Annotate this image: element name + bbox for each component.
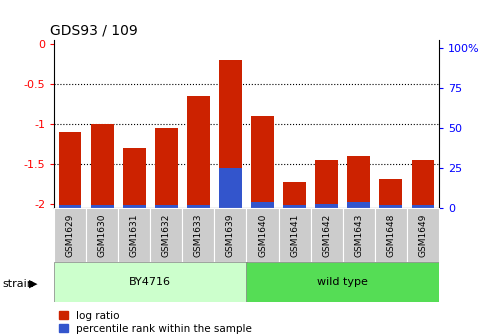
Bar bbox=[407, 208, 439, 262]
Bar bbox=[375, 208, 407, 262]
Text: BY4716: BY4716 bbox=[129, 277, 172, 287]
Bar bbox=[54, 208, 86, 262]
Text: wild type: wild type bbox=[317, 277, 368, 287]
Bar bbox=[150, 208, 182, 262]
Bar bbox=[348, 156, 370, 202]
Text: GDS93 / 109: GDS93 / 109 bbox=[50, 24, 138, 38]
Bar bbox=[54, 262, 246, 302]
Text: GSM1642: GSM1642 bbox=[322, 214, 331, 257]
Bar bbox=[123, 205, 145, 208]
Text: GSM1632: GSM1632 bbox=[162, 213, 171, 257]
Bar bbox=[118, 208, 150, 262]
Bar bbox=[219, 168, 242, 208]
Bar bbox=[59, 205, 81, 208]
Bar bbox=[412, 205, 434, 208]
Text: GSM1648: GSM1648 bbox=[386, 213, 395, 257]
Text: GSM1633: GSM1633 bbox=[194, 213, 203, 257]
Text: GSM1649: GSM1649 bbox=[418, 213, 427, 257]
Bar bbox=[380, 205, 402, 208]
Bar bbox=[251, 202, 274, 208]
Bar bbox=[246, 208, 279, 262]
Bar bbox=[246, 262, 439, 302]
Bar bbox=[155, 205, 177, 208]
Bar bbox=[251, 116, 274, 202]
Bar bbox=[91, 124, 113, 205]
Bar bbox=[343, 208, 375, 262]
Bar bbox=[311, 208, 343, 262]
Bar bbox=[316, 160, 338, 204]
Bar bbox=[182, 208, 214, 262]
Bar bbox=[91, 205, 113, 208]
Bar bbox=[380, 179, 402, 205]
Bar bbox=[316, 204, 338, 208]
Bar bbox=[187, 205, 210, 208]
Bar bbox=[412, 160, 434, 205]
Text: GSM1639: GSM1639 bbox=[226, 213, 235, 257]
Legend: log ratio, percentile rank within the sample: log ratio, percentile rank within the sa… bbox=[60, 311, 252, 334]
Bar bbox=[279, 208, 311, 262]
Bar bbox=[348, 202, 370, 208]
Bar bbox=[283, 205, 306, 208]
Bar bbox=[123, 148, 145, 205]
Bar bbox=[283, 182, 306, 205]
Bar bbox=[155, 128, 177, 205]
Bar bbox=[219, 60, 242, 168]
Bar bbox=[86, 208, 118, 262]
Text: GSM1631: GSM1631 bbox=[130, 213, 139, 257]
Text: GSM1630: GSM1630 bbox=[98, 213, 107, 257]
Text: GSM1643: GSM1643 bbox=[354, 213, 363, 257]
Text: GSM1640: GSM1640 bbox=[258, 213, 267, 257]
Text: GSM1629: GSM1629 bbox=[66, 213, 75, 257]
Bar bbox=[187, 96, 210, 205]
Text: strain: strain bbox=[2, 279, 35, 289]
Text: GSM1641: GSM1641 bbox=[290, 213, 299, 257]
Text: ▶: ▶ bbox=[29, 279, 37, 289]
Bar bbox=[214, 208, 246, 262]
Bar bbox=[59, 132, 81, 205]
